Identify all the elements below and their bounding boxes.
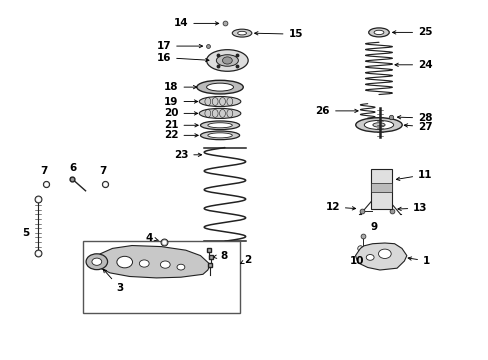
Ellipse shape — [373, 30, 383, 35]
Text: 7: 7 — [99, 166, 106, 176]
Ellipse shape — [207, 133, 232, 138]
Text: 11: 11 — [396, 170, 432, 180]
Circle shape — [160, 261, 170, 268]
Ellipse shape — [199, 96, 240, 107]
Ellipse shape — [206, 50, 248, 71]
Circle shape — [177, 264, 184, 270]
Text: 17: 17 — [156, 41, 202, 51]
Ellipse shape — [200, 131, 239, 140]
Text: 14: 14 — [173, 18, 218, 28]
Polygon shape — [355, 243, 406, 270]
Text: 8: 8 — [213, 251, 227, 261]
Text: 28: 28 — [397, 113, 432, 123]
Circle shape — [86, 254, 107, 270]
Text: 25: 25 — [392, 27, 432, 37]
Ellipse shape — [237, 31, 246, 35]
Text: 7: 7 — [40, 166, 48, 176]
Circle shape — [378, 249, 390, 258]
Text: 19: 19 — [164, 96, 197, 107]
Circle shape — [222, 57, 232, 64]
Ellipse shape — [199, 108, 240, 118]
Circle shape — [117, 256, 132, 268]
Text: 9: 9 — [369, 222, 377, 232]
Circle shape — [139, 260, 149, 267]
Text: 12: 12 — [325, 202, 355, 212]
Ellipse shape — [216, 55, 238, 66]
Text: 10: 10 — [349, 256, 364, 266]
Ellipse shape — [207, 123, 232, 128]
Text: 2: 2 — [240, 255, 251, 265]
Circle shape — [366, 255, 373, 260]
Ellipse shape — [355, 118, 401, 132]
Text: 21: 21 — [163, 120, 198, 130]
Ellipse shape — [368, 28, 388, 37]
Bar — [370, 169, 391, 209]
Ellipse shape — [232, 29, 251, 37]
Text: 24: 24 — [394, 60, 432, 70]
Text: 4: 4 — [145, 233, 158, 243]
Text: 27: 27 — [404, 122, 432, 132]
Ellipse shape — [372, 123, 385, 127]
Text: 22: 22 — [163, 130, 198, 140]
Text: 5: 5 — [22, 228, 29, 238]
Bar — [83, 241, 239, 313]
Ellipse shape — [206, 83, 233, 91]
Text: 26: 26 — [315, 106, 357, 116]
Ellipse shape — [200, 121, 239, 130]
Ellipse shape — [196, 80, 243, 94]
Text: 3: 3 — [103, 269, 123, 293]
Text: 16: 16 — [156, 53, 208, 63]
Text: 13: 13 — [397, 203, 427, 213]
Text: 1: 1 — [407, 256, 429, 266]
Text: 18: 18 — [163, 82, 196, 92]
Bar — [370, 183, 391, 192]
Text: 15: 15 — [254, 29, 303, 39]
Circle shape — [92, 258, 102, 265]
Polygon shape — [95, 246, 210, 278]
Text: 23: 23 — [173, 150, 201, 160]
Text: 20: 20 — [163, 108, 197, 118]
Text: 6: 6 — [70, 163, 77, 173]
Ellipse shape — [364, 120, 393, 130]
